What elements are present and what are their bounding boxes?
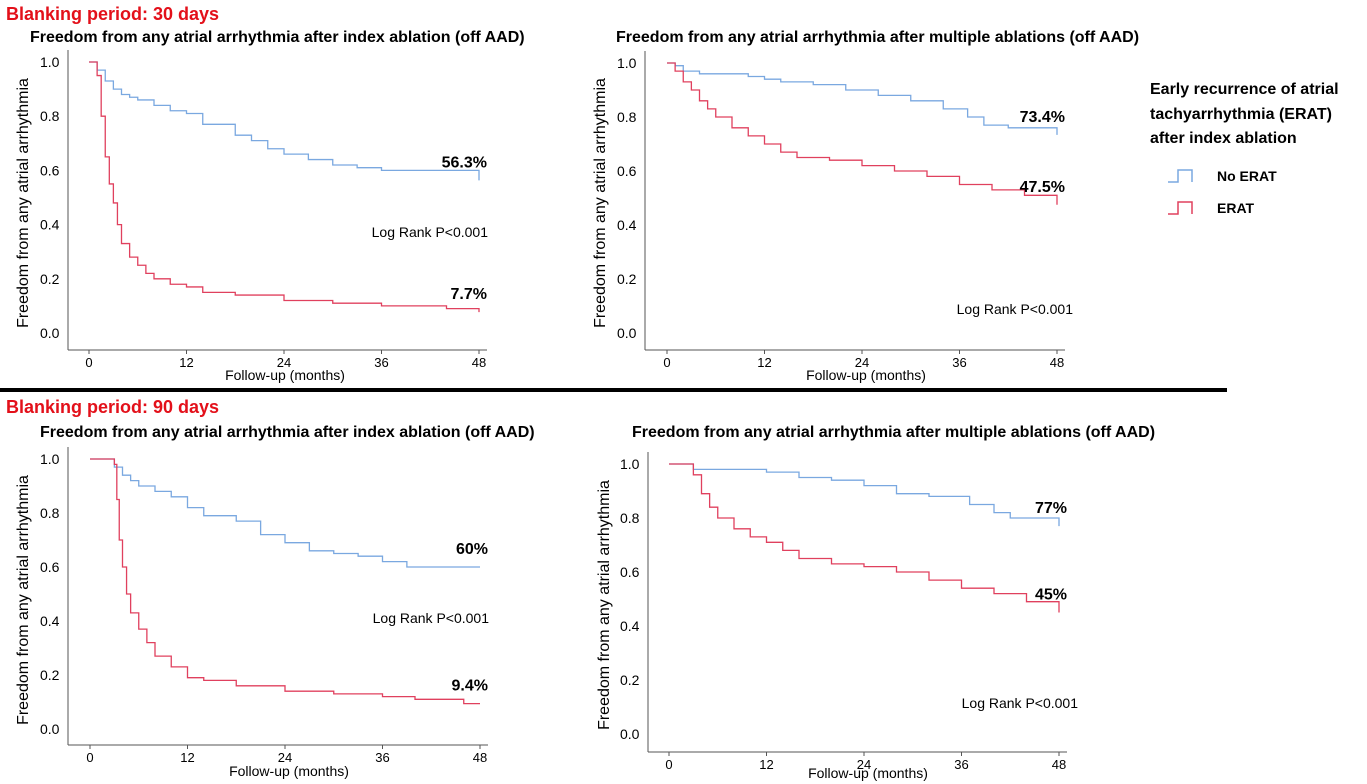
y-tick-label: 0.8 xyxy=(620,510,640,526)
x-tick-label: 12 xyxy=(757,355,771,370)
x-tick-label: 36 xyxy=(375,750,389,765)
y-tick-label: 0.6 xyxy=(617,163,637,179)
end-value-label-no-erat: 56.3% xyxy=(442,154,487,171)
legend-label-erat: ERAT xyxy=(1217,199,1255,216)
y-tick-label: 0.4 xyxy=(617,217,637,233)
log-rank-annotation: Log Rank P<0.001 xyxy=(957,301,1074,317)
y-axis-label: Freedom from any atrial arrhythmia xyxy=(15,78,32,328)
legend-line-no-erat xyxy=(1168,168,1193,183)
km-curve-no-erat xyxy=(667,62,1058,135)
y-tick-label: 0.8 xyxy=(40,108,60,124)
y-tick-label: 0.6 xyxy=(40,559,60,575)
x-tick-label: 36 xyxy=(374,355,388,370)
end-value-label-no-erat: 60% xyxy=(456,541,488,558)
chart-title: Freedom from any atrial arrhythmia after… xyxy=(616,29,1139,46)
y-axis-label: Freedom from any atrial arrhythmia xyxy=(592,78,609,328)
log-rank-annotation: Log Rank P<0.001 xyxy=(372,224,489,240)
chart-4: Freedom from any atrial arrhythmia after… xyxy=(596,424,1155,781)
legend: Early recurrence of atrial tachyarrhythm… xyxy=(1150,78,1365,224)
legend-title: Early recurrence of atrial tachyarrhythm… xyxy=(1150,78,1365,152)
x-tick-label: 0 xyxy=(663,355,670,370)
y-tick-label: 1.0 xyxy=(40,451,60,467)
y-tick-label: 0.0 xyxy=(617,325,637,341)
y-tick-label: 0.2 xyxy=(617,271,637,287)
legend-title-line: tachyarrhythmia (ERAT) xyxy=(1150,105,1332,123)
section-divider xyxy=(0,388,1227,392)
km-curve-erat xyxy=(90,458,480,705)
legend-item-erat: ERAT xyxy=(1150,196,1365,224)
legend-label-no-erat: No ERAT xyxy=(1217,167,1277,184)
km-curve-no-erat xyxy=(90,458,480,568)
chart-3: Freedom from any atrial arrhythmia after… xyxy=(15,424,535,779)
legend-title-line: Early recurrence of atrial xyxy=(1150,81,1339,98)
x-tick-label: 48 xyxy=(1050,355,1064,370)
legend-line-erat xyxy=(1168,200,1193,215)
section-title-30-days: Blanking period: 30 days xyxy=(6,4,220,24)
y-axis-label: Freedom from any atrial arrhythmia xyxy=(15,475,32,725)
y-tick-label: 1.0 xyxy=(617,55,637,71)
km-curve-erat xyxy=(667,62,1058,205)
y-tick-label: 1.0 xyxy=(40,54,60,70)
x-axis-label: Follow-up (months) xyxy=(229,763,349,779)
km-curve-no-erat xyxy=(669,463,1060,527)
end-value-label-erat: 9.4% xyxy=(452,678,488,695)
x-tick-label: 0 xyxy=(85,355,92,370)
y-tick-label: 0.4 xyxy=(40,613,60,629)
y-tick-label: 0.4 xyxy=(620,618,640,634)
x-tick-label: 48 xyxy=(1052,757,1066,772)
y-axis-label: Freedom from any atrial arrhythmia xyxy=(596,480,613,730)
end-value-label-no-erat: 77% xyxy=(1035,500,1067,517)
legend-swatch-erat xyxy=(1168,200,1193,215)
chart-title: Freedom from any atrial arrhythmia after… xyxy=(40,424,535,441)
chart-title: Freedom from any atrial arrhythmia after… xyxy=(30,29,525,46)
log-rank-annotation: Log Rank P<0.001 xyxy=(373,610,490,626)
x-axis-label: Follow-up (months) xyxy=(225,367,345,383)
y-tick-label: 0.2 xyxy=(40,667,60,683)
x-tick-label: 48 xyxy=(473,750,487,765)
x-tick-label: 24 xyxy=(278,750,292,765)
x-axis-label: Follow-up (months) xyxy=(806,367,926,383)
log-rank-annotation: Log Rank P<0.001 xyxy=(962,695,1079,711)
x-tick-label: 24 xyxy=(857,757,871,772)
legend-item-no-erat: No ERAT xyxy=(1150,164,1365,192)
y-tick-label: 0.8 xyxy=(40,505,60,521)
y-tick-label: 0.0 xyxy=(620,726,640,742)
chart-1: Freedom from any atrial arrhythmia after… xyxy=(15,29,525,383)
chart-2: Freedom from any atrial arrhythmia after… xyxy=(592,29,1139,383)
legend-swatch-no-erat xyxy=(1168,168,1193,183)
section-title-90-days: Blanking period: 90 days xyxy=(6,397,220,417)
y-tick-label: 0.6 xyxy=(620,564,640,580)
x-tick-label: 12 xyxy=(759,757,773,772)
y-tick-label: 0.2 xyxy=(40,271,60,287)
chart-title: Freedom from any atrial arrhythmia after… xyxy=(632,424,1155,441)
y-tick-label: 0.4 xyxy=(40,217,60,233)
x-tick-label: 48 xyxy=(472,355,486,370)
x-axis-label: Follow-up (months) xyxy=(808,765,928,781)
x-tick-label: 12 xyxy=(180,750,194,765)
x-tick-label: 24 xyxy=(277,355,291,370)
x-tick-label: 0 xyxy=(86,750,93,765)
x-tick-label: 36 xyxy=(952,355,966,370)
x-tick-label: 12 xyxy=(179,355,193,370)
y-tick-label: 0.2 xyxy=(620,672,640,688)
km-curve-no-erat xyxy=(89,61,480,181)
x-tick-label: 0 xyxy=(665,757,672,772)
end-value-label-erat: 47.5% xyxy=(1020,179,1065,196)
y-tick-label: 0.6 xyxy=(40,162,60,178)
km-curve-erat xyxy=(669,463,1060,613)
y-tick-label: 0.0 xyxy=(40,721,60,737)
legend-title-line: after index ablation xyxy=(1150,130,1297,147)
y-tick-label: 0.8 xyxy=(617,109,637,125)
end-value-label-erat: 7.7% xyxy=(451,286,487,303)
x-tick-label: 24 xyxy=(855,355,869,370)
x-tick-label: 36 xyxy=(954,757,968,772)
end-value-label-no-erat: 73.4% xyxy=(1020,109,1065,126)
km-curve-erat xyxy=(89,61,480,313)
end-value-label-erat: 45% xyxy=(1035,587,1067,604)
y-tick-label: 1.0 xyxy=(620,456,640,472)
y-tick-label: 0.0 xyxy=(40,325,60,341)
